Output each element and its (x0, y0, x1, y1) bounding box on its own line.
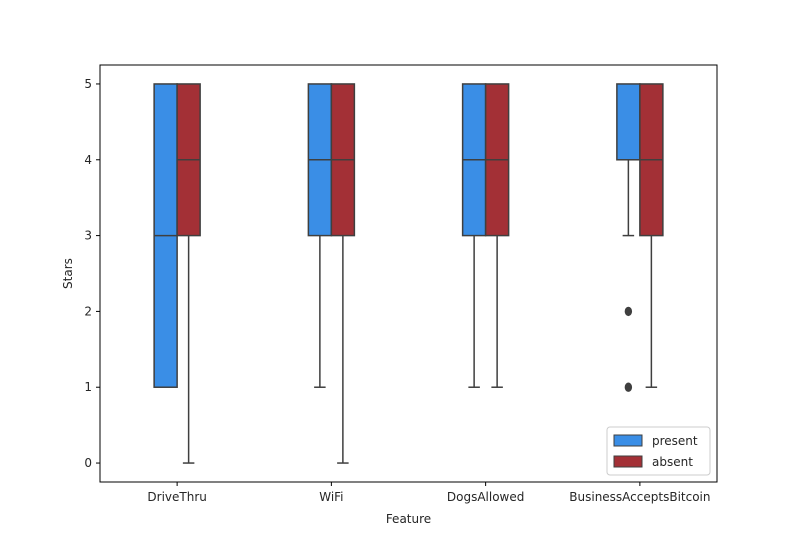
axes-layer: 0 1 2 3 4 5 DriveThru WiFi DogsAllowed BusinessAc… (84, 77, 710, 504)
y-axis-title: Stars (61, 258, 75, 289)
legend-swatch (613, 434, 643, 447)
box-group (639, 83, 664, 388)
legend-label: present (652, 434, 698, 448)
box (616, 83, 641, 161)
legend-label: absent (652, 455, 693, 469)
plot-frame (99, 64, 718, 483)
x-tick-label: DriveThru (147, 490, 206, 504)
y-tick-label: 1 (84, 380, 92, 394)
y-tick-label: 0 (84, 456, 92, 470)
y-tick-label: 3 (84, 229, 92, 243)
outlier-point (624, 306, 633, 317)
boxes-layer (153, 83, 664, 464)
y-tick-label: 2 (84, 304, 92, 318)
x-tick-label: DogsAllowed (447, 490, 524, 504)
y-tick-label: 4 (84, 153, 92, 167)
plot-area (100, 65, 717, 482)
box-group (461, 83, 487, 388)
box-group (153, 83, 178, 388)
x-tick-label: WiFi (319, 490, 343, 504)
x-axis-title: Feature (386, 512, 431, 526)
y-tick-label: 5 (84, 77, 92, 91)
box-group (484, 83, 510, 388)
legend: present absent (606, 426, 711, 476)
box-group (176, 83, 201, 464)
x-tick-label: BusinessAcceptsBitcoin (569, 490, 710, 504)
box-group (330, 83, 356, 464)
outlier-point (624, 382, 633, 392)
legend-swatch (613, 455, 643, 468)
